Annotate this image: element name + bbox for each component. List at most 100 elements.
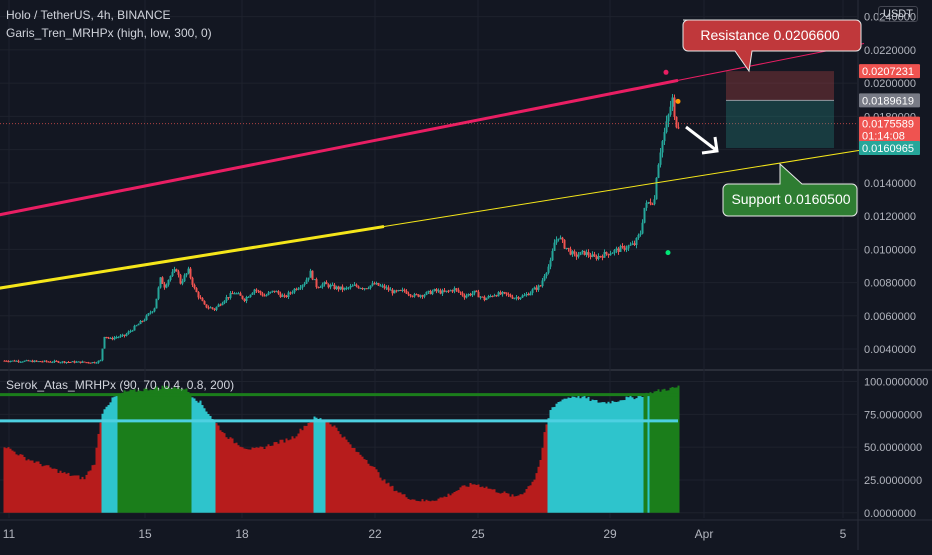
candle-body: [437, 290, 440, 292]
osc-bar: [367, 463, 370, 513]
osc-bar: [461, 485, 464, 513]
osc-bar: [161, 385, 164, 513]
osc-bar: [193, 398, 196, 513]
osc-bar: [209, 415, 212, 513]
osc-bar: [101, 413, 104, 513]
position-risk-zone: [726, 71, 834, 101]
candle-body: [343, 288, 346, 290]
candle-body: [521, 295, 524, 298]
candle-body: [371, 283, 374, 286]
price-tag-last-bg: [859, 116, 920, 143]
candle-body: [111, 337, 114, 340]
candle-body: [595, 256, 598, 259]
candle-body: [413, 294, 416, 297]
candle-body: [637, 234, 640, 238]
osc-bar: [531, 481, 534, 513]
candle-body: [293, 288, 296, 293]
osc-bar: [175, 388, 178, 513]
candle-body: [271, 290, 274, 292]
osc-bar: [431, 500, 434, 513]
osc-bar: [623, 400, 626, 513]
candle-body: [77, 361, 80, 363]
candle-body: [373, 283, 376, 285]
candle-body: [311, 270, 314, 280]
price-tag-stop-bg: [859, 140, 920, 155]
osc-bar: [505, 493, 508, 513]
candle-body: [337, 286, 340, 290]
osc-bar: [109, 402, 112, 513]
osc-bar: [429, 501, 432, 513]
candle-body: [137, 324, 140, 326]
osc-bar: [93, 464, 96, 513]
time-tick-label: Apr: [695, 527, 714, 541]
osc-bar: [645, 392, 648, 513]
osc-bar: [583, 395, 586, 513]
osc-bar: [631, 397, 634, 513]
osc-bar: [551, 407, 554, 513]
osc-bar: [291, 436, 294, 513]
oscillator-histogram: [3, 385, 680, 513]
candle-body: [669, 106, 672, 115]
candle-body: [609, 253, 612, 256]
osc-bar: [473, 484, 476, 513]
position-reward-zone: [726, 100, 834, 148]
candle-body: [447, 290, 450, 292]
osc-bar: [503, 491, 506, 513]
candle-body: [69, 362, 72, 364]
price-tick-label: 0.0080000: [864, 278, 916, 290]
candle-body: [503, 292, 506, 294]
candle-body: [211, 307, 214, 309]
osc-bar: [87, 471, 90, 513]
candle-body: [631, 243, 634, 245]
osc-bar: [589, 400, 592, 513]
candle-body: [469, 294, 472, 296]
candle-body: [623, 246, 626, 250]
osc-bar: [39, 463, 42, 513]
candle-body: [325, 282, 328, 285]
osc-bar: [73, 475, 76, 513]
osc-bar: [391, 485, 394, 513]
osc-bar: [97, 433, 100, 513]
osc-bar: [223, 433, 226, 513]
candle-body: [399, 290, 402, 292]
osc-bar: [45, 465, 48, 513]
candle-body: [395, 290, 398, 292]
osc-bar: [301, 430, 304, 513]
osc-bar: [27, 459, 30, 513]
osc-bar: [81, 476, 84, 513]
osc-bar: [247, 449, 250, 513]
candle-body: [63, 361, 66, 363]
osc-bar: [447, 493, 450, 513]
candle-body: [439, 290, 442, 294]
candle-body: [369, 285, 372, 289]
candle-body: [35, 360, 38, 362]
candle-body: [601, 256, 604, 258]
candle-body: [169, 275, 172, 280]
osc-bar: [137, 389, 140, 513]
candle-body: [635, 237, 638, 246]
candle-body: [387, 287, 390, 291]
candle-body: [451, 290, 454, 292]
osc-bar: [241, 447, 244, 513]
candle-body: [237, 293, 240, 295]
candle-body: [333, 284, 336, 290]
candle-body: [123, 334, 126, 336]
candle-body: [73, 361, 76, 363]
osc-bar: [131, 390, 134, 513]
osc-bar: [61, 472, 64, 513]
osc-bar: [499, 493, 502, 513]
osc-bar: [103, 409, 106, 513]
candle-body: [385, 287, 388, 289]
osc-bar: [121, 392, 124, 513]
osc-bar: [673, 387, 676, 513]
osc-bar: [29, 460, 32, 513]
candle-body: [41, 361, 44, 363]
candle-body: [653, 199, 656, 205]
price-tick-label: 0.0060000: [864, 311, 916, 323]
osc-bar: [459, 487, 462, 513]
candle-body: [39, 361, 42, 363]
osc-bar: [483, 487, 486, 513]
candle-body: [201, 298, 204, 302]
